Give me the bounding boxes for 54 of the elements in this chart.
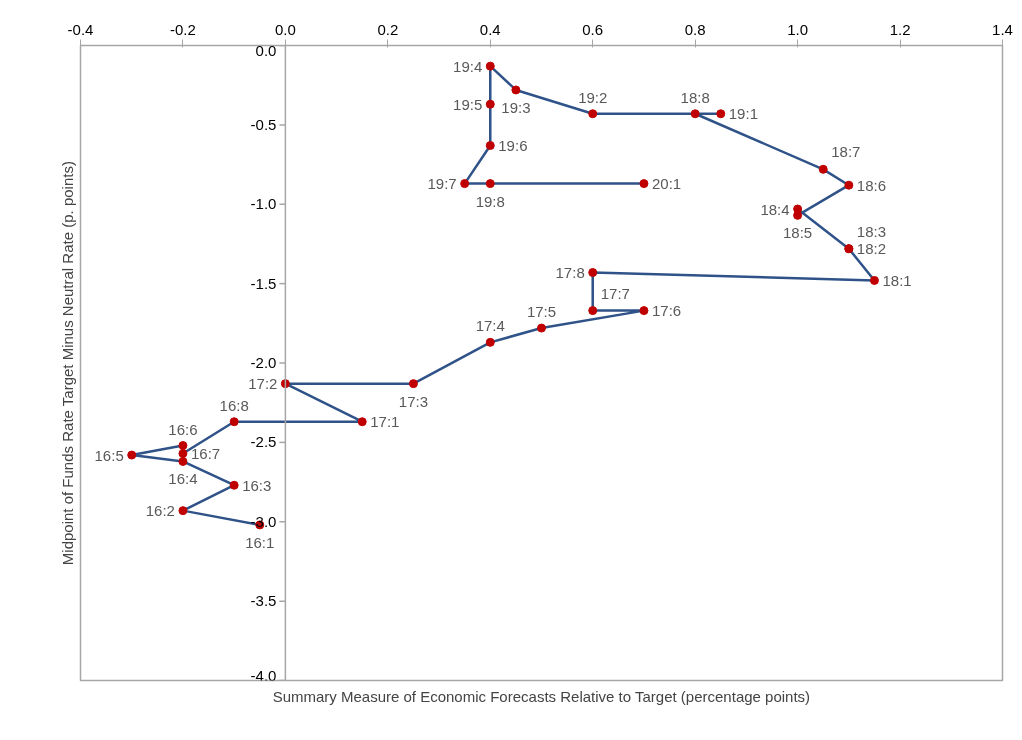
annotation: 17:1 bbox=[370, 413, 400, 431]
x-tick-label: 0.0 bbox=[274, 20, 296, 38]
annotation: 18:4 bbox=[760, 200, 790, 218]
annotation: 19:8 bbox=[475, 192, 505, 210]
x-tick-label: 0.8 bbox=[684, 20, 706, 38]
x-tick-label: 0.2 bbox=[377, 20, 399, 38]
annotation: 16:2 bbox=[145, 502, 175, 520]
y-tick-label: -2.0 bbox=[250, 354, 277, 371]
annotation: 16:7 bbox=[190, 444, 221, 462]
annotation: 18:5 bbox=[783, 224, 813, 242]
annotation: 17:6 bbox=[651, 302, 682, 320]
annotation: 19:4 bbox=[453, 57, 483, 75]
y-tick-label: 0.0 bbox=[255, 41, 277, 59]
annotation: 16:1 bbox=[245, 533, 275, 551]
x-axis-title: Summary Measure of Economic Forecasts Relative to Target (percentage points) bbox=[272, 687, 811, 705]
annotation: 19:5 bbox=[453, 95, 483, 113]
y-axis-title: Midpoint of Funds Rate Target Minus Neutral Rate (p. points) bbox=[58, 161, 76, 566]
annotation: 17:7 bbox=[600, 284, 630, 302]
y-tick-label: -3.0 bbox=[250, 512, 277, 530]
x-tick-label: 1.4 bbox=[992, 20, 1013, 38]
annotation: 18:8 bbox=[680, 88, 710, 106]
annotation: 16:6 bbox=[168, 420, 198, 438]
x-tick-label: 0.4 bbox=[479, 20, 501, 38]
y-tick-label: -4.0 bbox=[250, 666, 277, 684]
x-tick-label: 1.0 bbox=[787, 20, 809, 38]
annotation: 19:7 bbox=[427, 175, 457, 193]
y-tick-label: -3.5 bbox=[250, 592, 277, 610]
x-tick-label: -0.2 bbox=[170, 20, 196, 38]
annotation: 19:2 bbox=[578, 88, 608, 106]
annotation: 17:3 bbox=[398, 392, 429, 410]
annotation: 18:6 bbox=[856, 176, 887, 194]
annotation: 19:6 bbox=[498, 137, 528, 155]
annotation: 16:4 bbox=[168, 470, 198, 488]
annotation: 17:2 bbox=[248, 375, 278, 393]
annotation: 18:1 bbox=[882, 271, 912, 289]
y-tick-label: -0.5 bbox=[250, 115, 277, 133]
y-tick-label: -1.5 bbox=[250, 274, 277, 292]
x-tick-label: 0.6 bbox=[582, 20, 604, 38]
annotation: 18:2 bbox=[856, 240, 887, 258]
annotation: 17:4 bbox=[475, 317, 505, 335]
annotation: 16:3 bbox=[242, 476, 272, 494]
annotation: 16:8 bbox=[219, 396, 249, 414]
annotation: 18:3 bbox=[856, 222, 887, 240]
annotation: 19:1 bbox=[728, 105, 758, 123]
annotation: 17:8 bbox=[555, 264, 585, 282]
annotation: 16:5 bbox=[94, 446, 124, 464]
y-tick-label: -2.5 bbox=[250, 433, 277, 451]
x-tick-label: -0.4 bbox=[67, 20, 94, 38]
annotation: 19:3 bbox=[501, 98, 531, 116]
y-tick-label: -1.0 bbox=[250, 195, 277, 213]
annotation: 20:1 bbox=[651, 175, 682, 193]
annotation: 17:5 bbox=[526, 303, 557, 321]
x-tick-label: 1.2 bbox=[889, 20, 911, 38]
annotation: 18:7 bbox=[831, 143, 861, 161]
